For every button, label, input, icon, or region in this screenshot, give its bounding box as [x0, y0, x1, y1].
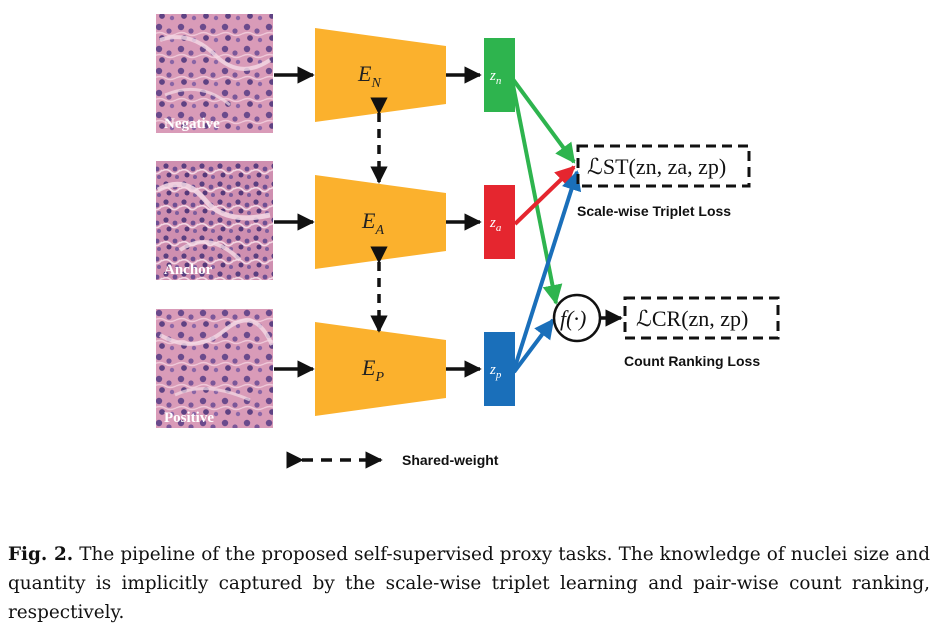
encoder-a-base: E [361, 208, 376, 233]
ranking-loss-name: Count Ranking Loss [624, 353, 760, 369]
embedding-za: za [484, 185, 515, 259]
svg-text:EA: EA [361, 208, 384, 238]
encoder-anchor: EA [315, 175, 446, 269]
encoder-n-sub: N [370, 76, 381, 91]
encoder-p-base: E [361, 355, 376, 380]
caption-text: The pipeline of the proposed self-superv… [8, 544, 930, 623]
encoder-positive: EP [315, 322, 446, 416]
legend-shared-weight: Shared-weight [286, 451, 499, 469]
figure-caption: Fig. 2. The pipeline of the proposed sel… [8, 540, 930, 627]
arrow-zn-to-st [510, 76, 576, 164]
function-node: f(·) [552, 293, 602, 343]
patch-negative: Negative [156, 14, 273, 133]
triplet-loss-name: Scale-wise Triplet Loss [577, 203, 731, 219]
svg-text:EN: EN [357, 61, 381, 91]
arrow-zp-to-st [512, 170, 582, 371]
patch-label-negative: Negative [164, 116, 220, 132]
arrow-zp-to-f [512, 318, 555, 374]
encoder-negative: EN [315, 28, 446, 122]
svg-text:zn: zn [489, 68, 502, 87]
svg-text:EP: EP [361, 355, 384, 385]
patch-positive: Positive [156, 309, 274, 428]
patch-label-positive: Positive [164, 410, 214, 426]
patch-anchor: Anchor [156, 161, 273, 280]
encoder-a-sub: A [374, 223, 384, 238]
embedding-zn: zn [484, 38, 515, 112]
triplet-loss-box: ℒST(zn, za, zp) [576, 144, 751, 188]
encoder-n-base: E [357, 61, 372, 86]
svg-text:zp: zp [489, 362, 502, 381]
ranking-loss-formula: ℒCR(zn, zp) [636, 306, 748, 331]
encoder-p-sub: P [374, 370, 384, 385]
legend-label: Shared-weight [402, 452, 499, 468]
caption-label: Fig. 2. [8, 544, 74, 565]
ranking-loss-box: ℒCR(zn, zp) [623, 296, 780, 340]
embedding-zp: zp [484, 332, 515, 406]
function-label: f(·) [560, 306, 586, 331]
triplet-loss-formula: ℒST(zn, za, zp) [587, 154, 726, 179]
patch-label-anchor: Anchor [164, 262, 213, 278]
pipeline-diagram: Negative Anchor Positive EN EA EP [156, 14, 780, 469]
svg-text:za: za [489, 215, 502, 234]
